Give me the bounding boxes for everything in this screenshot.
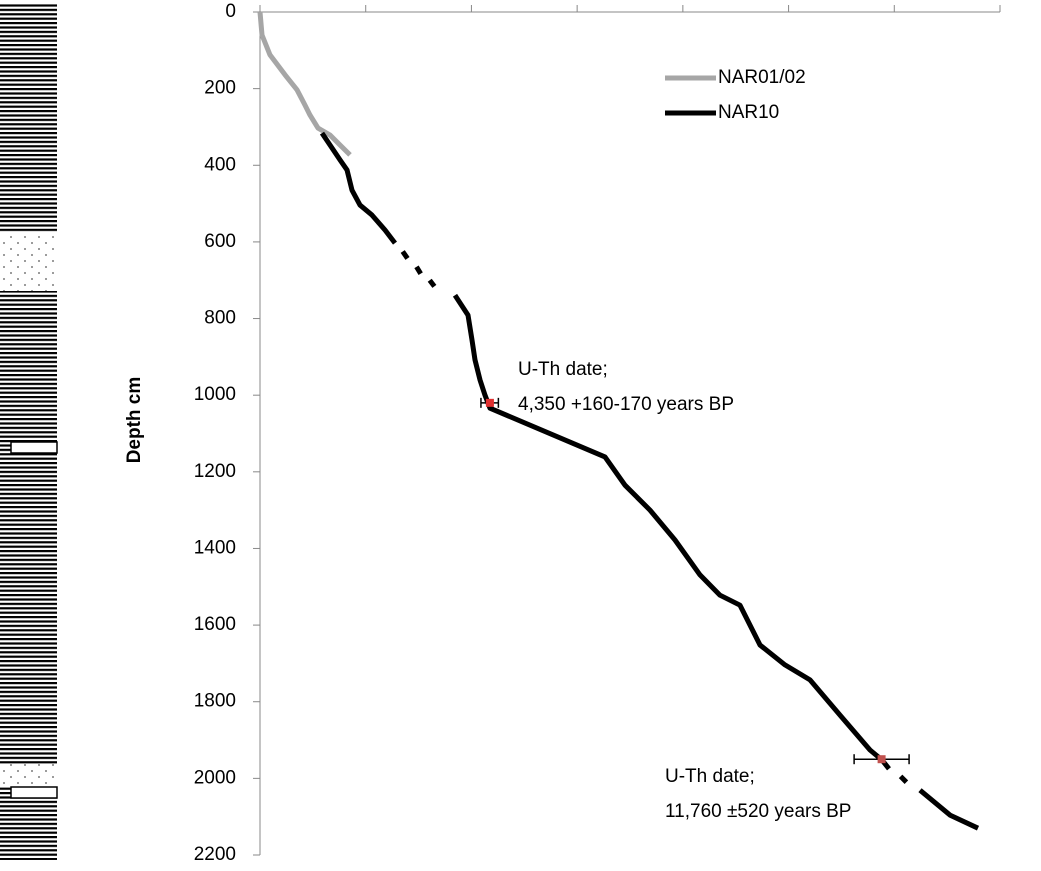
y-tick-label: 800 — [204, 308, 236, 329]
y-tick-label: 0 — [225, 1, 236, 22]
y-tick-label: 1800 — [194, 691, 236, 712]
legend-label: NAR10 — [718, 102, 779, 123]
annotation: U-Th date; — [518, 359, 608, 380]
legend-label: NAR01/02 — [718, 67, 806, 88]
y-tick-label: 600 — [204, 231, 236, 252]
annotation: U-Th date; — [665, 766, 755, 787]
y-tick-label: 1000 — [194, 384, 236, 405]
y-tick-label: 1400 — [194, 537, 236, 558]
y-tick-label: 1600 — [194, 614, 236, 635]
y-tick-label: 2000 — [194, 767, 236, 788]
date-marker — [877, 755, 886, 764]
y-tick-label: 1200 — [194, 461, 236, 482]
strat-column — [0, 4, 58, 860]
y-tick-label: 200 — [204, 78, 236, 99]
annotation: 11,760 ±520 years BP — [665, 801, 851, 822]
annotation: 4,350 +160-170 years BP — [518, 394, 734, 415]
y-axis-label: Depth cm — [124, 377, 145, 464]
date-marker — [485, 398, 494, 407]
series-line — [319, 131, 980, 831]
y-tick-label: 400 — [204, 154, 236, 175]
y-tick-label: 2200 — [194, 844, 236, 865]
series-line — [257, 11, 352, 157]
